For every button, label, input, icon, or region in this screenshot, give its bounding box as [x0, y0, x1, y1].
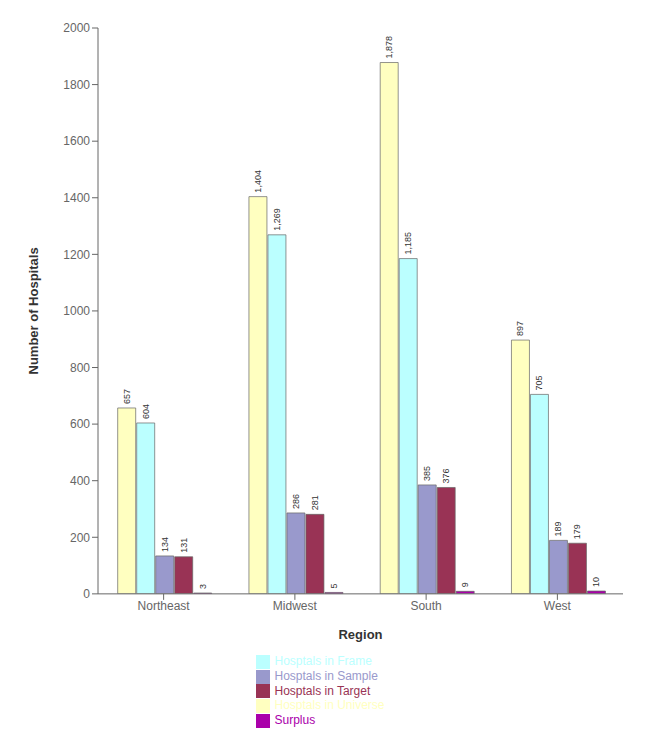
svg-text:South: South: [410, 599, 441, 613]
svg-text:0: 0: [83, 587, 90, 601]
svg-text:705: 705: [534, 375, 544, 390]
svg-text:1,878: 1,878: [384, 36, 394, 59]
svg-text:657: 657: [122, 389, 132, 404]
svg-text:1,269: 1,269: [272, 208, 282, 231]
svg-text:1200: 1200: [63, 248, 90, 262]
svg-text:189: 189: [553, 521, 563, 536]
html-text:Surplus: Surplus: [274, 713, 316, 728]
svg-text:134: 134: [160, 537, 170, 552]
svg-text:3: 3: [198, 584, 208, 589]
svg-text:286: 286: [291, 494, 301, 509]
svg-text:131: 131: [179, 538, 189, 553]
svg-text:600: 600: [70, 417, 90, 431]
svg-text:Number of Hospitals: Number of Hospitals: [26, 247, 41, 374]
svg-text:1400: 1400: [63, 191, 90, 205]
svg-text:10: 10: [591, 577, 601, 587]
svg-text:West: West: [544, 599, 572, 613]
svg-text:400: 400: [70, 474, 90, 488]
svg-text:281: 281: [310, 495, 320, 510]
html-text:Hosptals in Universe: Hosptals in Universe: [274, 698, 385, 713]
svg-text:179: 179: [572, 524, 582, 539]
html-text:Hosptals in Sample: Hosptals in Sample: [274, 668, 378, 683]
html-text:Hosptals in Frame: Hosptals in Frame: [274, 653, 372, 668]
svg-text:1000: 1000: [63, 304, 90, 318]
svg-text:200: 200: [70, 531, 90, 545]
svg-text:5: 5: [329, 583, 339, 588]
svg-text:1800: 1800: [63, 78, 90, 92]
svg-text:1,185: 1,185: [403, 232, 413, 255]
svg-text:800: 800: [70, 361, 90, 375]
svg-text:1,404: 1,404: [253, 170, 263, 193]
svg-text:897: 897: [515, 321, 525, 336]
svg-text:604: 604: [141, 404, 151, 419]
svg-text:385: 385: [422, 466, 432, 481]
svg-text:Northeast: Northeast: [138, 599, 191, 613]
svg-text:Midwest: Midwest: [273, 599, 318, 613]
svg-text:1600: 1600: [63, 134, 90, 148]
svg-text:2000: 2000: [63, 21, 90, 35]
svg-text:376: 376: [441, 468, 451, 483]
svg-text:9: 9: [460, 582, 470, 587]
svg-text:Region: Region: [338, 627, 382, 642]
html-text:Hosptals in Target: Hosptals in Target: [274, 683, 371, 698]
